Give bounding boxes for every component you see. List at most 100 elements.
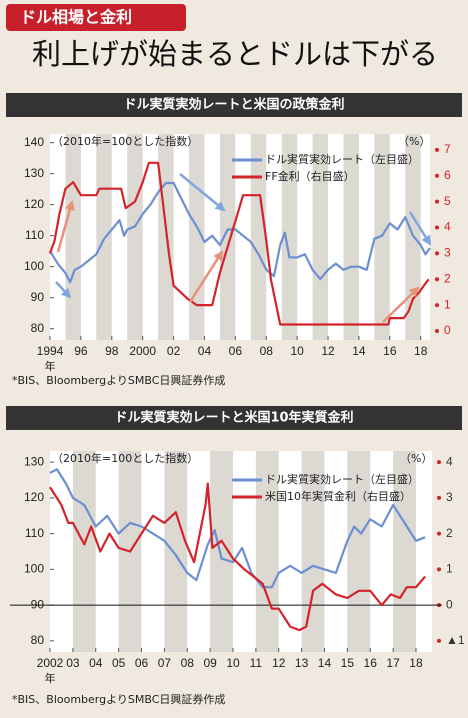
- x-tick-label: 08: [260, 344, 274, 358]
- legend-label: ドル実質実効レート（左目盛）: [265, 152, 419, 166]
- x-tick-label: 04: [198, 344, 212, 358]
- y-tick-label: 130: [24, 454, 44, 468]
- x-tick-label: 10: [290, 344, 304, 358]
- y2-tick: [435, 173, 439, 178]
- y2-tick-label: 1: [444, 297, 451, 311]
- y2-tick: [435, 277, 439, 282]
- legend-label: FF金利（右目盛）: [265, 169, 355, 183]
- y2-tick: [437, 495, 441, 500]
- header-bar: [6, 93, 462, 117]
- y-tick-label: 120: [24, 197, 44, 211]
- x-tick-label: 09: [203, 656, 217, 670]
- y2-tick-label: 6: [444, 168, 451, 182]
- legend-label: ドル実質実効レート（左目盛）: [265, 472, 419, 486]
- stripe: [415, 451, 432, 652]
- y2-tick-label: 4: [446, 454, 453, 468]
- y-tick-label: 90: [31, 290, 45, 304]
- trend-arrow: [188, 250, 224, 303]
- y-tick-label: 80: [31, 321, 45, 335]
- x-tick-label: 10: [226, 656, 240, 670]
- y2-tick: [435, 225, 439, 230]
- y-tick-label: 140: [24, 135, 44, 149]
- y2-tick: [435, 251, 439, 256]
- tab: [6, 4, 186, 31]
- x-tick-label: 15: [341, 656, 355, 670]
- source: *BIS、BloombergよりSMBC日興証券作成: [12, 373, 225, 387]
- y2-tick-label: 5: [444, 194, 451, 208]
- y2-tick: [437, 460, 441, 465]
- stripe: [389, 134, 406, 340]
- y-tick-label: 90: [31, 597, 45, 611]
- x-tick-label: 05: [112, 656, 126, 670]
- y-tick-label: 110: [25, 526, 44, 540]
- stripe: [324, 451, 348, 652]
- stripe: [80, 134, 97, 340]
- x-tick-label: 02: [167, 344, 181, 358]
- y2-tick-label: 7: [444, 142, 451, 156]
- x-tick-label: 96: [74, 344, 88, 358]
- y2-tick-label: 1: [446, 562, 453, 576]
- series-line: [49, 181, 431, 284]
- trend-arrow: [179, 173, 226, 212]
- x-tick-label: 14: [318, 656, 332, 670]
- y2-tick: [435, 147, 439, 152]
- note-left: （2010年=100とした指数）: [52, 134, 198, 148]
- trend-arrow: [382, 286, 420, 323]
- stripe: [50, 451, 73, 652]
- y2-tick-label: 2: [444, 271, 451, 285]
- x-unit: 年: [45, 359, 56, 373]
- x-tick-label: 12: [321, 344, 335, 358]
- y2-tick-label: 4: [444, 220, 451, 234]
- stripe: [358, 134, 375, 340]
- x-tick-label: 18: [409, 656, 423, 670]
- stripe: [328, 134, 344, 340]
- note-right: （%）: [398, 135, 430, 148]
- note-right: （%）: [400, 452, 432, 465]
- x-tick-label: 04: [89, 656, 103, 670]
- source: *BIS、BloombergよりSMBC日興証券作成: [12, 692, 225, 706]
- note-left: （2010年=100とした指数）: [52, 451, 198, 465]
- x-tick-label: 18: [414, 344, 428, 358]
- x-tick-label: 16: [364, 656, 378, 670]
- x-tick-label: 07: [158, 656, 172, 670]
- y2-tick-label: 3: [444, 246, 451, 260]
- y-tick-label: 100: [24, 562, 44, 576]
- trend-arrow: [56, 200, 75, 253]
- y2-tick-label: 3: [446, 490, 453, 504]
- stripe: [266, 134, 282, 340]
- y-tick-label: 110: [25, 228, 44, 242]
- stripe: [95, 451, 119, 652]
- y2-tick-label: 2: [446, 526, 453, 540]
- stripe: [370, 451, 394, 652]
- series-line: [49, 468, 426, 589]
- stripe: [142, 134, 159, 340]
- y2-tick-label: 0: [444, 323, 451, 337]
- y2-tick: [437, 531, 441, 536]
- y2-tick-label: 0: [446, 597, 453, 611]
- stripe: [173, 134, 190, 340]
- y2-tick: [435, 329, 439, 334]
- chart-title: ドル実質実効レートと米国の政策金利: [123, 97, 344, 113]
- y-tick-label: 80: [31, 633, 45, 647]
- y2-tick: [435, 199, 439, 204]
- y-tick-label: 130: [24, 166, 44, 180]
- x-tick-label: 16: [383, 344, 397, 358]
- y2-tick: [435, 303, 439, 308]
- x-tick-label: 17: [386, 656, 400, 670]
- stripe: [187, 451, 211, 652]
- x-tick-label: 13: [295, 656, 309, 670]
- y-tick-label: 120: [24, 490, 44, 504]
- x-unit: 年: [45, 671, 56, 685]
- stripe: [141, 451, 165, 652]
- x-tick-label: 12: [272, 656, 286, 670]
- series-line: [48, 161, 430, 326]
- y2-tick: [437, 567, 441, 572]
- chart-title: ドル実質実効レートと米国10年実質金利: [114, 410, 353, 426]
- x-tick-label: 06: [135, 656, 149, 670]
- stripe: [278, 451, 302, 652]
- x-tick-label: 2002: [37, 656, 64, 670]
- y2-tick-label: ▲1: [446, 633, 465, 647]
- trend-arrow: [408, 211, 432, 246]
- x-tick-label: 03: [66, 656, 80, 670]
- stripe: [297, 134, 313, 340]
